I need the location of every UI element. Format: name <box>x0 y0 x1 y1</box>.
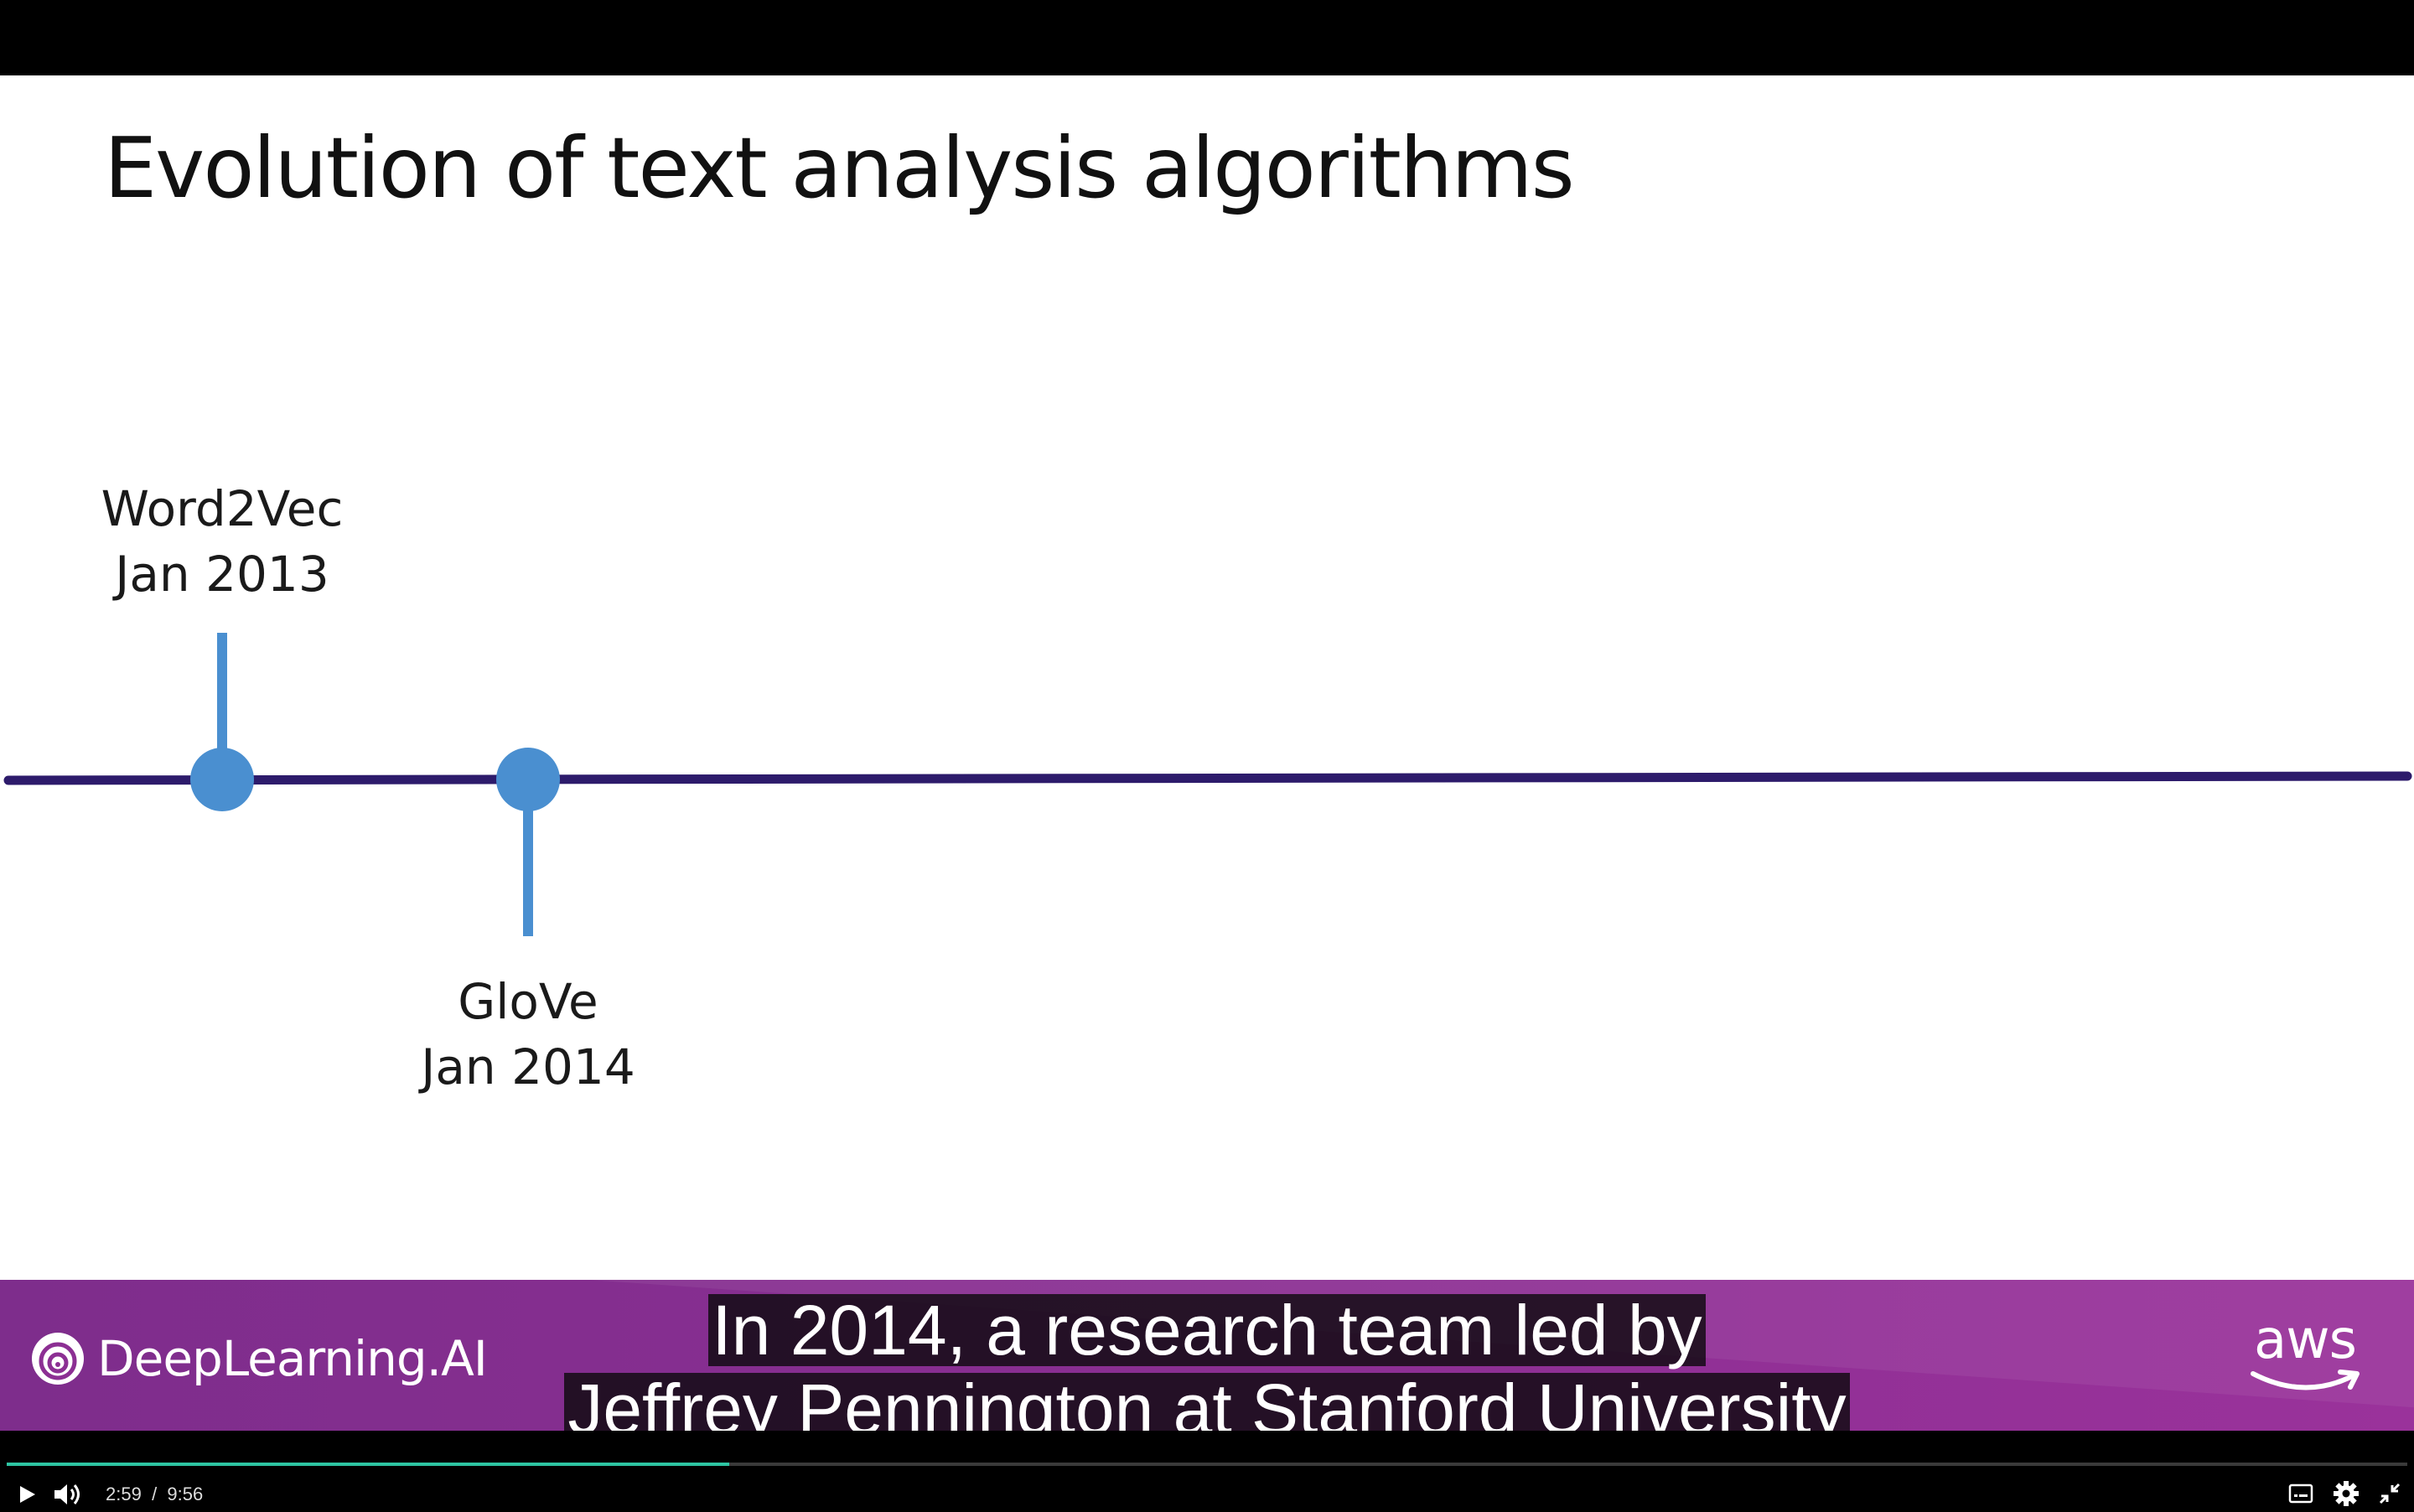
event-name: GloVe <box>458 973 598 1030</box>
subtitle-overlay: In 2014, a research team led by Jeffrey … <box>0 1294 2414 1452</box>
progress-fill <box>7 1463 730 1466</box>
slide-title: Evolution of text analysis algorithms <box>104 119 1575 217</box>
player-controls: 2:59 / 9:56 <box>0 1431 2414 1509</box>
time-display: 2:59 / 9:56 <box>106 1479 203 1509</box>
letterbox-top <box>0 0 2414 75</box>
slide: Evolution of text analysis algorithms Wo… <box>0 75 2414 1280</box>
aws-logo: aws <box>2246 1313 2364 1400</box>
event-date: Jan 2014 <box>421 1038 635 1095</box>
time-separator: / <box>152 1484 158 1504</box>
event-date: Jan 2013 <box>115 546 329 603</box>
event-name: Word2Vec <box>101 480 344 537</box>
settings-button[interactable] <box>2332 1479 2360 1508</box>
event-label-word2vec: Word2Vec Jan 2013 <box>54 476 390 607</box>
captions-icon <box>2288 1484 2313 1504</box>
play-button[interactable] <box>15 1483 39 1506</box>
current-time: 2:59 <box>106 1484 142 1504</box>
gear-icon <box>2334 1481 2359 1506</box>
deeplearning-logo-icon <box>32 1333 84 1385</box>
subtitle-line-1: In 2014, a research team led by <box>708 1294 1706 1366</box>
progress-bar[interactable] <box>7 1463 2407 1466</box>
brand-name: DeepLearning.AI <box>97 1330 488 1387</box>
volume-button[interactable] <box>52 1481 85 1508</box>
volume-icon <box>54 1484 80 1504</box>
aws-smile-icon <box>2251 1370 2360 1390</box>
event-marker-word2vec <box>190 748 254 811</box>
event-marker-glove <box>496 748 560 811</box>
exit-fullscreen-button[interactable] <box>2377 1481 2402 1506</box>
timeline-axis <box>3 771 2412 785</box>
duration: 9:56 <box>167 1484 204 1504</box>
aws-wordmark: aws <box>2254 1309 2357 1371</box>
timeline <box>3 633 2412 936</box>
exit-fullscreen-icon <box>2379 1483 2401 1504</box>
deeplearning-logo: DeepLearning.AI <box>30 1330 488 1387</box>
event-label-glove: GloVe Jan 2014 <box>360 969 696 1100</box>
captions-button[interactable] <box>2288 1483 2313 1504</box>
play-icon <box>20 1486 35 1503</box>
